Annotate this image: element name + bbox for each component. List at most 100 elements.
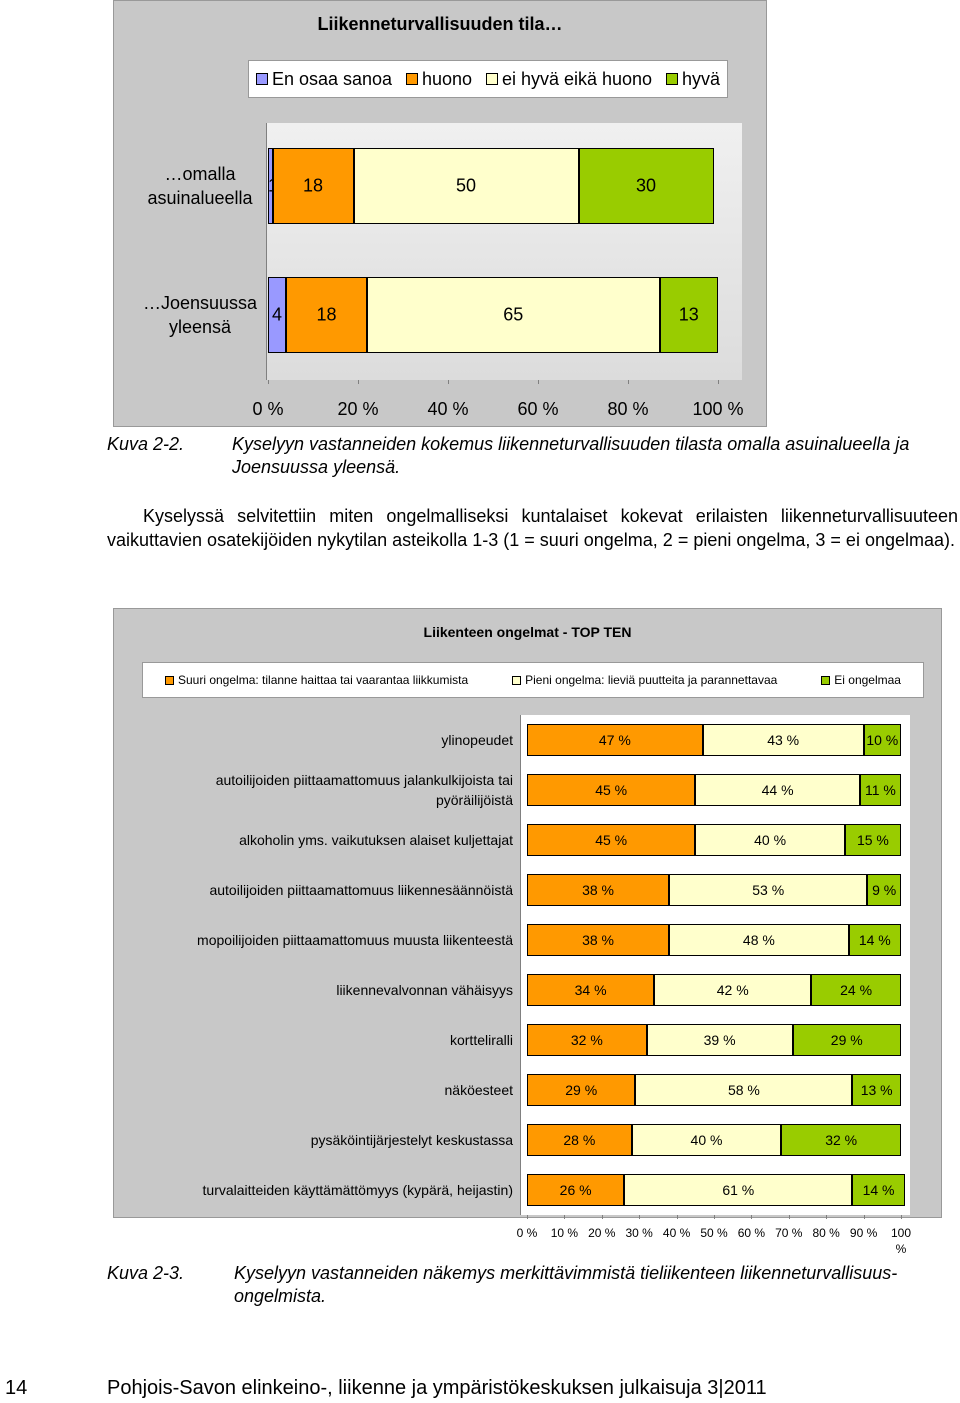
value-label: 44 % [761,782,794,798]
value-label: 11 % [864,782,896,798]
tick-mark [601,1215,603,1219]
value-label: 45 % [595,832,628,848]
bar-segment [631,1124,782,1156]
page-number: 14 [5,1377,28,1399]
x-tick-label: 30 % [625,1226,653,1240]
value-label: 34 % [574,982,607,998]
value-label: 29 % [565,1082,598,1098]
legend-swatch [485,73,498,85]
value-label: 9 % [872,882,897,898]
bar-segment [669,924,849,956]
value-label: 45 % [595,782,628,798]
bar-segment [659,277,718,353]
bar-segment [635,1074,853,1106]
legend-item: ei hyvä eikä huono [485,69,652,90]
bar-segment [702,724,864,756]
value-label: 47 % [598,732,631,748]
tick-mark [268,380,269,384]
chart-title: Liikenteen ongelmat - TOP TEN [423,624,632,640]
value-label: 61 % [722,1182,755,1198]
x-tick-label: 80 % [607,399,649,419]
bar-segment [367,277,660,353]
bar-segment [527,1124,632,1156]
tick-mark [639,1215,641,1219]
legend-item: Suuri ongelma: tilanne haittaa tai vaara… [164,673,469,687]
category-label: …omalla asuinalueella [147,164,253,208]
legend-label: Pieni ongelma: lieviä puutteita ja paran… [525,673,778,687]
legend-item: Ei ongelmaa [821,673,901,687]
bar-segment [852,1174,905,1206]
value-label: 13 % [860,1082,893,1098]
bar-segment [654,974,812,1006]
bar-segment [811,974,901,1006]
x-tick-label: 20 % [588,1226,616,1240]
footer-text: Pohjois-Savon elinkeino-, liikenne ja ym… [107,1377,767,1399]
x-tick-label: 0 % [516,1226,538,1240]
bar-segment [646,1024,793,1056]
bar-segment [781,1124,901,1156]
x-tick-label: 40 % [427,399,469,419]
bar-segment [624,1174,853,1206]
chart-title: Liikenneturvallisuuden tila… [317,14,563,34]
value-label: 32 % [825,1132,858,1148]
caption-number: Kuva 2-3. [107,1263,185,1283]
legend-swatch [821,675,831,685]
paragraph: Kyselyssä selvitettiin miten ongelmallis… [107,506,958,550]
value-label: 58 % [727,1082,760,1098]
bar-segment [848,924,901,956]
category-label: mopoilijoiden piittaamattomuus muusta li… [197,932,513,948]
legend-item: hyvä [665,68,721,90]
x-tick-label: 60 % [737,1226,766,1240]
legend-label: huono [421,68,473,89]
x-tick-label: 70 % [775,1226,803,1240]
x-tick-label: 60 % [517,399,559,419]
legend-item: Pieni ongelma: lieviä puutteita ja paran… [512,673,777,687]
tick-mark [538,380,539,384]
tick-mark [358,380,359,384]
value-label: 14 % [862,1182,895,1198]
value-label: 14 % [858,932,891,948]
legend: Suuri ongelma: tilanne haittaa tai vaara… [142,662,924,698]
value-label: 28 % [563,1132,596,1148]
legend-item: En osaa sanoa [255,68,393,90]
category-label: …Joensuussa yleensä [142,293,258,337]
category-label: kortteliralli [449,1032,513,1048]
value-label: 18 [302,175,324,196]
legend-swatch [255,73,268,85]
x-tick-label: 100 % [890,1226,912,1256]
legend-swatch [164,675,174,685]
tick-mark [448,380,449,384]
value-label: 13 [678,304,699,325]
bar-segment [268,148,273,224]
value-label: 38 % [582,932,615,948]
tick-mark [628,380,629,384]
value-label: 38 % [582,882,615,898]
tick-mark [826,1215,828,1219]
tick-mark [751,1215,753,1219]
x-tick-label: 40 % [662,1226,691,1240]
value-label: 4 [271,304,282,325]
value-label: 30 [635,175,657,196]
category-label: ylinopeudet [441,732,513,748]
category-label: turvalaitteiden käyttämättömyys (kypärä,… [202,1182,513,1198]
x-tick-label: 90 % [849,1226,878,1240]
legend-label: Suuri ongelma: tilanne haittaa tai vaara… [177,673,469,687]
x-tick-label: 20 % [337,399,379,419]
value-label: 15 % [856,832,889,848]
x-tick-label: 50 % [700,1226,728,1240]
tick-mark [564,1215,566,1219]
legend-swatch [665,73,678,85]
category-label: pysäköintijärjestelyt keskustassa [310,1132,513,1148]
bar-segment [527,824,696,856]
value-label: 65 [503,304,524,325]
axis-line [266,123,267,380]
value-label: 40 % [690,1132,723,1148]
bar-segment [792,1024,901,1056]
bar-segment [268,277,286,353]
bar-segment [695,774,860,806]
value-label: 48 % [742,932,775,948]
legend-label: Ei ongelmaa [834,673,901,687]
legend-label: hyvä [681,68,721,89]
legend-label: En osaa sanoa [271,68,393,89]
bar-segment [695,824,845,856]
